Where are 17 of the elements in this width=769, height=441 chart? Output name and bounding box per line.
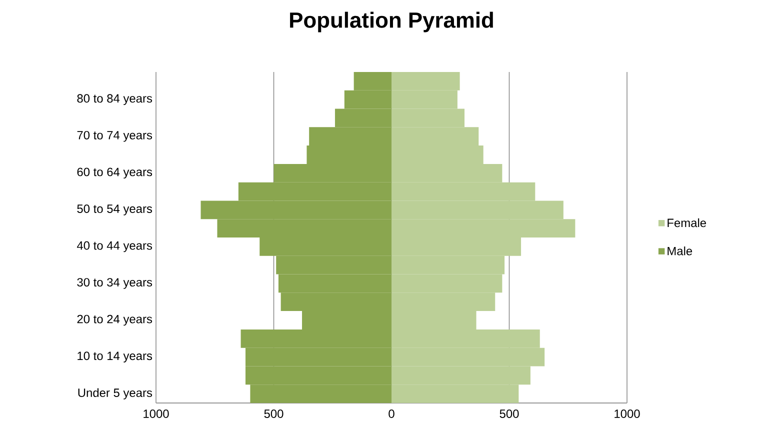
y-tick-label: 10 to 14 years [78,352,152,362]
y-tick-label: 50 to 54 years [77,204,152,216]
x-tick-label: 500 [264,410,284,418]
y-tick-label: 20 to 24 years [77,314,152,326]
y-tick-label: 40 to 44 years [76,241,152,252]
x-tick-label: 1000 [614,410,640,418]
legend-label: Male [668,246,692,256]
y-tick-label: 30 to 34 years [77,278,152,289]
y-tick-label: 70 to 74 years [77,130,152,142]
y-tick-label: Under 5 years [78,388,152,400]
y-tick-label: 60 to 64 years [77,168,152,179]
chart-title: Population Pyramid [290,12,493,32]
y-tick-label: 80 to 84 years [77,94,152,105]
x-tick-label: 1000 [144,410,169,418]
x-tick-label: 0 [388,410,394,418]
x-tick-label: 500 [500,410,519,418]
legend-label: Female [668,218,706,228]
